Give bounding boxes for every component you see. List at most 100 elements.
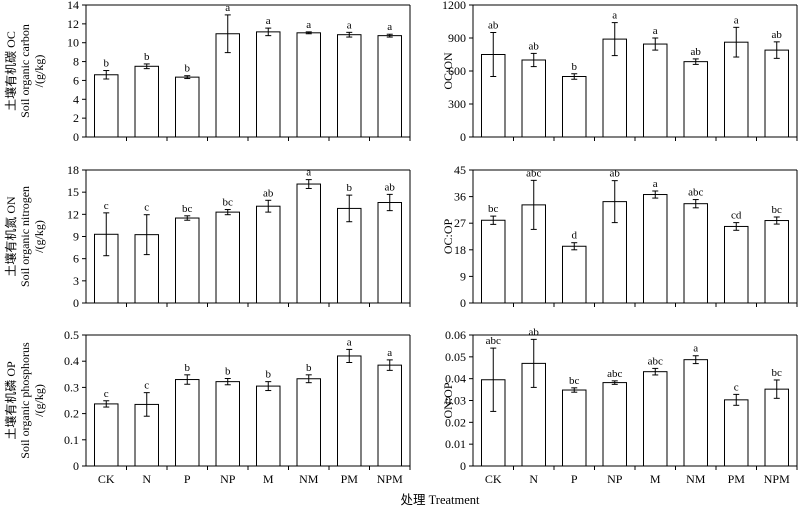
significance-label: ab xyxy=(691,46,702,58)
y-axis-label-line: Soil organic nitrogen xyxy=(18,186,32,287)
bar-CK xyxy=(94,74,119,138)
x-tick-label: P xyxy=(184,472,191,486)
y-tick-label: 3 xyxy=(73,274,79,288)
y-tick-label: 0.2 xyxy=(64,407,79,421)
y-axis-label-line: OC:OP xyxy=(441,219,455,255)
y-tick-label: 0 xyxy=(460,130,466,144)
bar-NM xyxy=(296,32,321,138)
y-tick-label: 0.01 xyxy=(445,437,466,451)
y-tick-label: 600 xyxy=(448,64,466,78)
x-tick-label: NP xyxy=(607,472,623,486)
y-tick-label: 27 xyxy=(454,216,466,230)
significance-label: a xyxy=(347,336,352,348)
x-tick-label: NP xyxy=(220,472,236,486)
y-axis-label-line: 土壤有机磷 OP xyxy=(3,361,18,440)
bar-P xyxy=(562,76,587,138)
significance-label: bc xyxy=(488,203,499,215)
x-tick-label: PM xyxy=(728,472,746,486)
bar-CK xyxy=(481,219,506,304)
significance-label: bc xyxy=(569,375,580,387)
significance-label: abc xyxy=(526,167,541,179)
significance-label: b xyxy=(306,362,312,374)
bar-NPM xyxy=(764,220,789,304)
y-axis-label-line: Soil organic phosphorus xyxy=(18,342,32,459)
y-tick-label: 18 xyxy=(67,163,79,177)
significance-label: a xyxy=(653,178,658,190)
significance-label: abc xyxy=(688,187,703,199)
bar-M xyxy=(256,205,281,304)
y-tick-label: 9 xyxy=(460,269,466,283)
y-axis-label-line: /(g/kg) xyxy=(32,220,46,253)
y-axis-label-line: Soil organic carbon xyxy=(18,24,32,118)
y-axis-label-line: /(g/kg) xyxy=(32,384,46,417)
y-tick-label: 0.03 xyxy=(445,394,466,408)
bar-PM xyxy=(337,207,362,304)
y-tick-label: 0.1 xyxy=(64,433,79,447)
significance-label: a xyxy=(387,347,392,359)
significance-label: b xyxy=(144,51,150,63)
significance-label: ab xyxy=(529,40,540,52)
significance-label: a xyxy=(693,343,698,355)
significance-label: a xyxy=(225,2,230,14)
significance-label: b xyxy=(347,182,353,194)
significance-label: b xyxy=(185,63,191,75)
bar-P xyxy=(562,389,587,467)
significance-label: abc xyxy=(486,335,501,347)
x-tick-label: CK xyxy=(485,472,502,486)
y-tick-label: 1200 xyxy=(442,0,466,12)
y-tick-label: 14 xyxy=(67,0,79,12)
y-tick-label: 0 xyxy=(73,296,79,310)
significance-label: ab xyxy=(488,20,499,32)
significance-label: bc xyxy=(772,367,783,379)
y-tick-label: 0.3 xyxy=(64,380,79,394)
bar-NPM xyxy=(377,35,402,138)
bar-PM xyxy=(724,399,749,467)
bar-NM xyxy=(683,61,708,138)
y-tick-label: 4 xyxy=(73,92,79,106)
y-axis-label-line: 土壤有机碳 OC xyxy=(3,31,18,111)
bar-NPM xyxy=(377,364,402,467)
y-tick-label: 36 xyxy=(454,190,466,204)
significance-label: a xyxy=(653,25,658,37)
significance-label: a xyxy=(347,19,352,31)
bar-NP xyxy=(602,382,627,467)
significance-label: b xyxy=(572,61,578,73)
significance-label: ab xyxy=(772,29,783,41)
chart-panel-top-left: 0 2 4 6 8 10 12 14 土壤有机碳 OC Soil organic carbon/(… xyxy=(3,0,411,144)
y-tick-label: 6 xyxy=(73,73,79,87)
significance-label: abc xyxy=(607,368,622,380)
y-tick-label: 0 xyxy=(460,459,466,473)
significance-label: d xyxy=(572,230,578,242)
significance-label: a xyxy=(306,19,311,31)
bar-M xyxy=(643,371,668,467)
significance-label: c xyxy=(104,200,109,212)
bar-M xyxy=(256,385,281,467)
y-tick-label: 0.4 xyxy=(64,354,79,368)
x-tick-label: P xyxy=(571,472,578,486)
bar-NM xyxy=(683,203,708,304)
y-tick-label: 8 xyxy=(73,55,79,69)
chart-panel-bottom-left: 0 0.1 0.2 0.3 0.4 0.5 土壤有机磷 OP Soil organic pho… xyxy=(3,328,411,486)
bar-P xyxy=(562,245,587,304)
bar-NP xyxy=(215,381,240,467)
x-tick-label: N xyxy=(529,472,538,486)
bar-N xyxy=(134,65,159,138)
bar-NM xyxy=(296,378,321,467)
y-axis-label-line: 土壤有机氮 ON xyxy=(3,196,18,277)
significance-label: ab xyxy=(385,181,396,193)
y-tick-label: 12 xyxy=(67,17,79,31)
significance-label: c xyxy=(144,202,149,214)
y-tick-label: 18 xyxy=(454,243,466,257)
significance-label: c xyxy=(144,380,149,392)
bar-NPM xyxy=(764,49,789,138)
significance-label: a xyxy=(306,167,311,179)
bar-NM xyxy=(683,359,708,467)
y-tick-label: 10 xyxy=(67,36,79,50)
significance-label: a xyxy=(734,14,739,26)
y-tick-label: 9 xyxy=(73,230,79,244)
x-tick-label: NPM xyxy=(377,472,403,486)
y-tick-label: 900 xyxy=(448,31,466,45)
x-tick-label: M xyxy=(650,472,661,486)
significance-label: cd xyxy=(731,210,742,222)
